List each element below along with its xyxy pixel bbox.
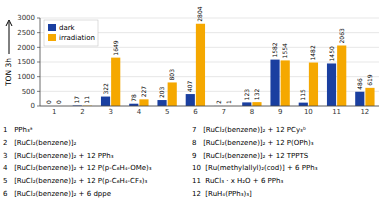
y-tick [37,62,40,63]
data-label: 322 [102,83,109,95]
bar [270,60,279,106]
chart-container: 050010001500200025003000TON 3h0173227820… [0,0,383,211]
legend-label: dark [59,24,76,32]
bar [252,102,261,106]
data-label: 1649 [112,40,119,55]
bar [242,102,251,106]
grid-line [40,106,379,107]
bar [281,60,290,106]
x-tick-label: 12 [360,108,369,116]
bar [168,82,177,106]
x-tick-label: 10 [304,108,313,116]
data-label: 486 [356,78,363,90]
annotation: 2 [RuCl₂(benzene)]₂ [3,139,77,147]
y-label-arrow [9,22,10,54]
x-tick-label: 3 [108,108,112,116]
x-tick-label: 6 [193,108,198,116]
annotation: 4 [RuCl₂(benzene)]₂ + 12 P(p-C₆H₄-OMe)₃ [3,164,152,172]
y-tick-label: 0 [31,102,35,110]
data-label: 115 [299,89,306,101]
y-tick-label: 1500 [17,58,35,66]
x-tick-label: 4 [137,108,142,116]
legend-swatch [48,24,56,31]
data-label: 0 [55,100,62,104]
y-axis-line [40,18,41,106]
x-tick-label: 7 [221,108,225,116]
data-label: 0 [45,100,52,104]
data-label: 2 [215,100,222,104]
bar [139,99,148,106]
data-label: 123 [243,89,250,101]
bar [111,58,120,106]
bar [365,88,374,106]
annotation: 6 [RuCl₂(benzene)]₂ + 6 dppe [3,190,111,198]
x-tick-label: 9 [278,108,282,116]
y-tick-label: 1000 [17,73,35,81]
x-tick-label: 1 [52,108,56,116]
annotation: 1 PPh₃ᵃ [3,126,33,134]
data-label: 1482 [309,45,316,60]
bars [73,24,375,106]
annotation: 12 [RuH₄(PPh₃)₃] [192,190,252,198]
bar [337,45,346,106]
data-label: 407 [186,80,193,92]
x-tick-label: 5 [165,108,169,116]
x-tick-label: 2 [80,108,84,116]
bar [309,63,318,106]
y-label-arrowhead [6,20,12,26]
chart-svg: 050010001500200025003000TON 3h0173227820… [0,0,383,211]
data-label: 1 [225,100,232,104]
data-label: 78 [130,94,137,102]
x-axis-line [40,106,379,107]
bar [186,94,195,106]
data-label: 1554 [281,43,288,58]
annotation: 7 [RuCl₂(benzene)]₂ + 12 PCy₃ᵇ [192,126,306,134]
data-label: 132 [253,88,260,100]
bar [299,103,308,106]
y-tick-label: 3000 [17,14,35,22]
legend-swatch [48,34,56,41]
legend: dark irradiation [44,20,98,46]
y-axis-label: TON 3h [4,58,13,87]
annotation: 11 RuCl₃ · x H₂O + 6 PPh₃ [192,177,283,185]
legend-box [44,20,98,46]
data-label: 619 [366,74,373,86]
bar [355,92,364,106]
data-label: 17 [73,96,80,104]
data-label: 11 [83,96,90,104]
y-tick [37,18,40,19]
data-label: 203 [158,86,165,98]
annotation: 8 [RuCl₂(benzene)]₂ + 12 P(OPh)₃ [192,139,314,147]
grid-line [40,18,379,19]
data-label: 2063 [338,28,345,43]
y-tick-label: 2000 [17,44,35,52]
y-tick [37,32,40,33]
annotation: 10 [Ru(methylallyl)₂(cod)] + 6 PPh₃ [192,164,318,172]
data-label: 2804 [196,6,203,21]
bar [101,97,110,106]
legend-label: irradiation [59,34,95,42]
x-tick-label: 8 [250,108,254,116]
y-tick [37,76,40,77]
data-label: 803 [168,69,175,81]
data-label: 227 [140,86,147,98]
y-tick [37,47,40,48]
y-tick-label: 500 [22,88,35,96]
y-tick [37,106,40,107]
data-label: 1450 [328,46,335,61]
annotation: 3 [RuCl₂(benzene)]₂ + 12 PPh₃ [3,152,114,160]
annotation: 5 [RuCl₂(benzene)]₂ + 12 P(p-C₆H₄-CF₃)₃ [3,177,148,185]
y-tick-label: 2500 [17,29,35,37]
data-label: 1582 [271,42,278,57]
annotation: 9 [RuCl₂(benzene)]₂ + 12 TPPTS [192,152,309,160]
bar [157,100,166,106]
bar [196,24,205,106]
x-tick-label: 11 [332,108,341,116]
bar [327,63,336,106]
y-tick [37,91,40,92]
